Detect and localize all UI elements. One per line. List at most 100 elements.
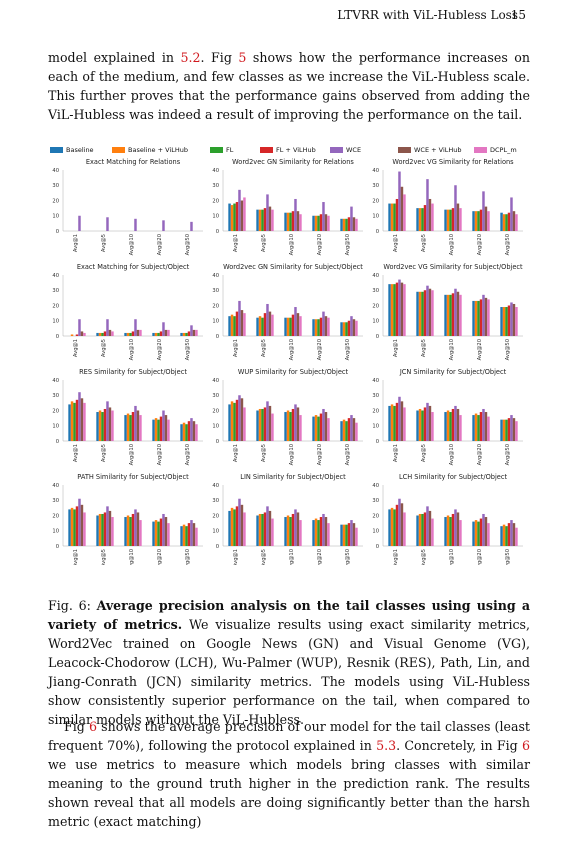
bar bbox=[164, 329, 168, 336]
bar bbox=[507, 212, 511, 231]
bar bbox=[233, 203, 236, 231]
legend-entry: WCE + ViLHub bbox=[398, 146, 462, 154]
bar bbox=[500, 212, 503, 231]
bar bbox=[101, 513, 104, 546]
text-run: . Fig bbox=[200, 50, 239, 65]
y-tick-label: 10 bbox=[52, 319, 59, 325]
bar bbox=[98, 332, 102, 336]
bar bbox=[505, 307, 508, 336]
bar bbox=[294, 509, 297, 546]
bar bbox=[451, 208, 455, 231]
bar bbox=[83, 332, 86, 336]
bar bbox=[235, 311, 239, 336]
bar bbox=[454, 288, 457, 336]
bar bbox=[515, 421, 518, 441]
chart-panel: Word2vec VG Similarity for Relations 0 10 2… bbox=[372, 158, 523, 255]
y-tick-label: 20 bbox=[372, 513, 379, 519]
x-tick-label: Avg@50 bbox=[505, 549, 511, 565]
bar bbox=[395, 282, 399, 336]
bar bbox=[454, 509, 457, 546]
bar bbox=[449, 209, 452, 231]
legend-swatch bbox=[474, 147, 487, 153]
caption-text: We visualize results using exact similar… bbox=[48, 617, 530, 727]
text-run: . Concretely, in Fig bbox=[396, 738, 522, 753]
bar bbox=[474, 300, 478, 336]
figure-ref-link[interactable]: 6 bbox=[88, 719, 97, 734]
bar bbox=[243, 197, 246, 231]
bar bbox=[284, 412, 287, 441]
bar bbox=[431, 412, 434, 441]
bar bbox=[444, 412, 447, 441]
bar bbox=[482, 513, 485, 546]
bar bbox=[317, 520, 320, 546]
y-tick-label: 10 bbox=[212, 319, 219, 325]
x-tick-label: Avg@1 bbox=[233, 339, 239, 357]
bar bbox=[228, 316, 231, 336]
bar bbox=[500, 526, 503, 546]
bar bbox=[192, 523, 196, 546]
bar bbox=[159, 518, 163, 546]
bar bbox=[261, 513, 264, 546]
legend-entry: WCE bbox=[330, 146, 361, 154]
y-tick-label: 40 bbox=[212, 378, 219, 384]
x-tick-label: Avg@5 bbox=[421, 549, 427, 565]
text-run: we use metrics to measure which models b… bbox=[48, 757, 530, 829]
bar bbox=[136, 512, 140, 546]
bar bbox=[162, 220, 165, 231]
bar bbox=[390, 507, 394, 546]
legend-swatch bbox=[50, 147, 63, 153]
bar bbox=[510, 415, 513, 441]
bar bbox=[340, 322, 343, 336]
section-ref-link[interactable]: 5.3 bbox=[376, 738, 397, 753]
bar bbox=[446, 410, 450, 441]
bar bbox=[482, 294, 485, 336]
bar bbox=[423, 205, 427, 231]
x-tick-label: Avg@50 bbox=[505, 444, 511, 465]
bar bbox=[421, 410, 424, 441]
bar bbox=[390, 203, 394, 231]
x-tick-label: Avg@50 bbox=[185, 339, 191, 360]
bar bbox=[75, 399, 79, 441]
bar bbox=[312, 215, 315, 231]
bar bbox=[289, 412, 292, 441]
bar bbox=[164, 517, 168, 546]
y-tick-label: 40 bbox=[372, 378, 379, 384]
x-tick-label: Avg@20 bbox=[317, 444, 323, 465]
bar bbox=[342, 322, 346, 336]
bar bbox=[235, 506, 239, 546]
bar bbox=[482, 408, 485, 441]
bar bbox=[479, 518, 483, 546]
figure-legend: Baseline Baseline + ViLHub FL FL + ViLHub WC… bbox=[50, 146, 530, 156]
bar bbox=[446, 209, 450, 231]
bar bbox=[152, 521, 155, 546]
bar bbox=[502, 419, 506, 441]
bar bbox=[266, 303, 269, 336]
bar bbox=[403, 194, 406, 231]
bar bbox=[238, 300, 241, 336]
bar bbox=[238, 189, 241, 231]
figure-ref-link[interactable]: 5 bbox=[238, 50, 247, 65]
bar bbox=[444, 209, 447, 231]
x-tick-label: Avg@10 bbox=[449, 339, 455, 360]
figure-ref-link[interactable]: 6 bbox=[522, 738, 531, 753]
bar bbox=[398, 171, 401, 231]
x-tick-label: Avg@20 bbox=[477, 549, 483, 565]
bar bbox=[111, 517, 114, 546]
bar bbox=[139, 415, 142, 441]
section-ref-link[interactable]: 5.2 bbox=[180, 50, 201, 65]
x-tick-label: Avg@20 bbox=[317, 234, 323, 255]
legend-entry: FL bbox=[210, 146, 233, 154]
bar bbox=[271, 413, 274, 441]
bar bbox=[474, 211, 478, 231]
bar bbox=[327, 215, 330, 231]
bar bbox=[418, 513, 422, 546]
x-tick-label: Avg@20 bbox=[157, 234, 163, 255]
bar bbox=[68, 509, 71, 546]
x-tick-label: Avg@1 bbox=[73, 234, 79, 252]
bar bbox=[416, 208, 419, 231]
y-tick-label: 30 bbox=[52, 498, 59, 504]
bar bbox=[327, 523, 330, 546]
bar bbox=[449, 294, 452, 336]
y-tick-label: 30 bbox=[52, 288, 59, 294]
bar bbox=[477, 211, 480, 231]
